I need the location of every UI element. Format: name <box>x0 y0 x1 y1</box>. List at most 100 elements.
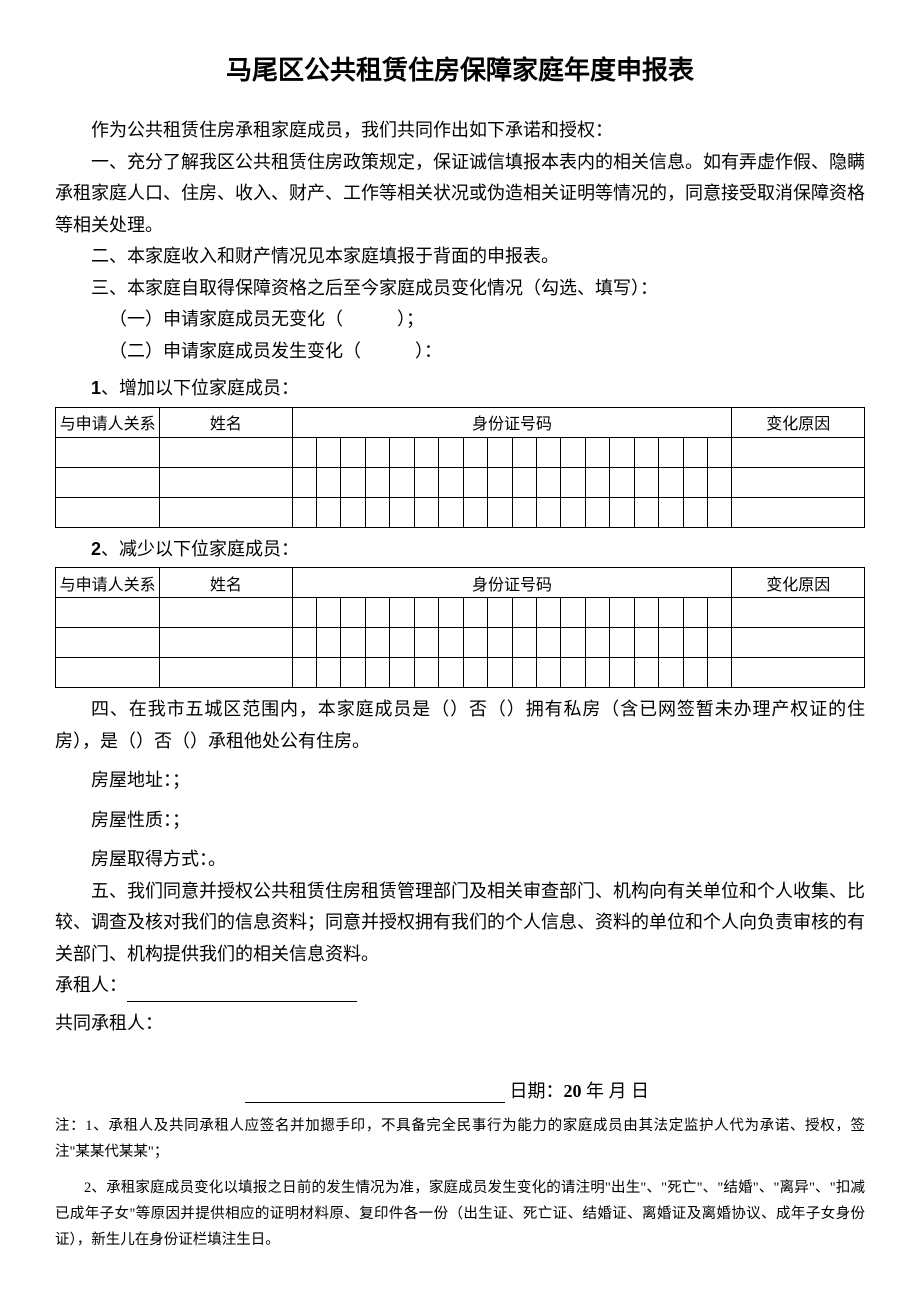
id-cell[interactable] <box>585 467 609 497</box>
id-cell[interactable] <box>536 598 560 628</box>
id-cell[interactable] <box>561 497 585 527</box>
id-cell[interactable] <box>414 598 438 628</box>
id-cell[interactable] <box>292 497 316 527</box>
cell[interactable] <box>732 628 865 658</box>
id-cell[interactable] <box>561 658 585 688</box>
id-cell[interactable] <box>317 497 341 527</box>
id-cell[interactable] <box>414 628 438 658</box>
id-cell[interactable] <box>536 467 560 497</box>
cell[interactable] <box>160 598 292 628</box>
cell[interactable] <box>732 497 865 527</box>
id-cell[interactable] <box>585 628 609 658</box>
id-cell[interactable] <box>536 437 560 467</box>
id-cell[interactable] <box>536 658 560 688</box>
id-cell[interactable] <box>317 598 341 628</box>
cell[interactable] <box>56 628 160 658</box>
id-cell[interactable] <box>414 467 438 497</box>
id-cell[interactable] <box>292 467 316 497</box>
id-cell[interactable] <box>365 437 389 467</box>
id-cell[interactable] <box>610 437 634 467</box>
id-cell[interactable] <box>536 497 560 527</box>
id-cell[interactable] <box>708 437 732 467</box>
cell[interactable] <box>56 467 160 497</box>
id-cell[interactable] <box>488 497 512 527</box>
cell[interactable] <box>56 437 160 467</box>
signature-line[interactable] <box>245 1102 505 1103</box>
id-cell[interactable] <box>512 628 536 658</box>
id-cell[interactable] <box>512 598 536 628</box>
id-cell[interactable] <box>414 437 438 467</box>
cell[interactable] <box>732 467 865 497</box>
id-cell[interactable] <box>390 497 414 527</box>
id-cell[interactable] <box>317 628 341 658</box>
id-cell[interactable] <box>488 467 512 497</box>
id-cell[interactable] <box>341 437 365 467</box>
id-cell[interactable] <box>512 437 536 467</box>
id-cell[interactable] <box>439 437 463 467</box>
cell[interactable] <box>160 628 292 658</box>
id-cell[interactable] <box>439 628 463 658</box>
id-cell[interactable] <box>659 467 683 497</box>
id-cell[interactable] <box>561 628 585 658</box>
id-cell[interactable] <box>317 437 341 467</box>
id-cell[interactable] <box>708 598 732 628</box>
id-cell[interactable] <box>561 467 585 497</box>
id-cell[interactable] <box>634 467 658 497</box>
id-cell[interactable] <box>659 628 683 658</box>
cell[interactable] <box>160 437 292 467</box>
id-cell[interactable] <box>708 467 732 497</box>
id-cell[interactable] <box>390 598 414 628</box>
id-cell[interactable] <box>634 437 658 467</box>
id-cell[interactable] <box>365 658 389 688</box>
id-cell[interactable] <box>439 467 463 497</box>
id-cell[interactable] <box>610 467 634 497</box>
id-cell[interactable] <box>488 658 512 688</box>
id-cell[interactable] <box>610 497 634 527</box>
id-cell[interactable] <box>683 598 707 628</box>
id-cell[interactable] <box>585 497 609 527</box>
id-cell[interactable] <box>561 437 585 467</box>
id-cell[interactable] <box>659 497 683 527</box>
id-cell[interactable] <box>585 598 609 628</box>
id-cell[interactable] <box>365 467 389 497</box>
id-cell[interactable] <box>634 497 658 527</box>
id-cell[interactable] <box>390 658 414 688</box>
id-cell[interactable] <box>292 437 316 467</box>
id-cell[interactable] <box>610 658 634 688</box>
id-cell[interactable] <box>365 497 389 527</box>
cell[interactable] <box>160 658 292 688</box>
cell[interactable] <box>160 467 292 497</box>
id-cell[interactable] <box>439 658 463 688</box>
id-cell[interactable] <box>585 437 609 467</box>
id-cell[interactable] <box>317 467 341 497</box>
id-cell[interactable] <box>585 658 609 688</box>
id-cell[interactable] <box>292 658 316 688</box>
id-cell[interactable] <box>561 598 585 628</box>
id-cell[interactable] <box>610 628 634 658</box>
id-cell[interactable] <box>390 628 414 658</box>
id-cell[interactable] <box>659 658 683 688</box>
id-cell[interactable] <box>708 628 732 658</box>
id-cell[interactable] <box>488 628 512 658</box>
id-cell[interactable] <box>488 598 512 628</box>
id-cell[interactable] <box>341 467 365 497</box>
id-cell[interactable] <box>341 598 365 628</box>
id-cell[interactable] <box>365 598 389 628</box>
id-cell[interactable] <box>463 437 487 467</box>
id-cell[interactable] <box>683 437 707 467</box>
id-cell[interactable] <box>292 598 316 628</box>
id-cell[interactable] <box>414 497 438 527</box>
id-cell[interactable] <box>659 437 683 467</box>
id-cell[interactable] <box>683 628 707 658</box>
id-cell[interactable] <box>634 628 658 658</box>
id-cell[interactable] <box>292 628 316 658</box>
id-cell[interactable] <box>463 628 487 658</box>
id-cell[interactable] <box>610 598 634 628</box>
id-cell[interactable] <box>634 598 658 628</box>
id-cell[interactable] <box>512 467 536 497</box>
id-cell[interactable] <box>708 658 732 688</box>
cell[interactable] <box>160 497 292 527</box>
id-cell[interactable] <box>463 467 487 497</box>
id-cell[interactable] <box>683 467 707 497</box>
id-cell[interactable] <box>463 658 487 688</box>
